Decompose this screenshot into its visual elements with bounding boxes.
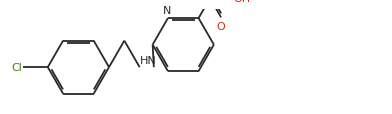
Text: HN: HN	[140, 55, 156, 65]
Text: O: O	[216, 22, 225, 32]
Text: N: N	[163, 6, 171, 16]
Text: Cl: Cl	[11, 63, 22, 73]
Text: OH: OH	[233, 0, 250, 4]
